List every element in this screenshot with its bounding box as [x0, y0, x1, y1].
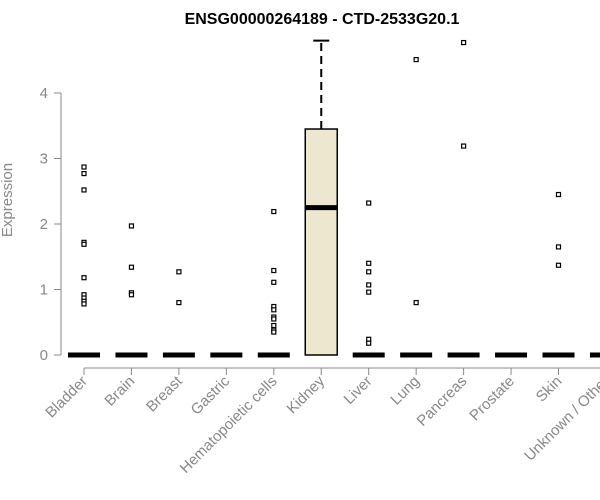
outlier-point: [461, 39, 467, 46]
x-tick-label: Prostate: [466, 373, 518, 425]
box-5: [304, 39, 338, 356]
x-tick-label: Kidney: [284, 372, 329, 417]
x-tick-label: Gastric: [188, 372, 234, 418]
x-tick-label: Brain: [101, 373, 138, 410]
y-tick-label: 2: [40, 216, 48, 233]
box-8: [447, 39, 480, 358]
outlier-point: [413, 300, 419, 306]
box-series: [68, 39, 600, 358]
y-axis: 0 1 2 3 4: [40, 85, 62, 364]
box-10: [542, 191, 575, 358]
x-tick-label: Liver: [341, 373, 376, 408]
outlier-point: [271, 329, 277, 335]
box-7: [400, 56, 433, 358]
box-iqr: [304, 128, 338, 356]
outlier-point: [366, 269, 372, 275]
outlier-point: [81, 170, 87, 177]
outlier-point: [413, 56, 419, 63]
y-tick-label: 4: [40, 85, 48, 102]
outlier-point: [81, 275, 87, 281]
outlier-point: [81, 241, 87, 247]
outlier-point: [81, 301, 87, 307]
box-2: [162, 269, 195, 358]
box-6: [352, 200, 385, 358]
box-1: [115, 223, 148, 358]
outlier-point: [81, 187, 87, 193]
box-11: [589, 352, 600, 358]
y-axis-label: Expression: [0, 163, 16, 237]
outlier-point: [81, 164, 87, 170]
x-tick-label: Bladder: [42, 373, 91, 422]
outlier-point: [128, 264, 135, 270]
outlier-point: [366, 200, 372, 206]
box-0: [68, 164, 100, 358]
x-tick-label: Pancreas: [414, 373, 471, 430]
outlier-point: [555, 262, 562, 268]
outlier-point: [271, 279, 277, 285]
x-tick-label: Breast: [143, 372, 186, 415]
outlier-point: [555, 191, 562, 198]
y-tick-label: 0: [40, 347, 48, 364]
outlier-point: [555, 244, 562, 250]
outlier-point: [271, 316, 277, 322]
outlier-point: [176, 300, 182, 306]
y-tick-label: 1: [40, 282, 48, 299]
outlier-point: [128, 223, 135, 229]
outlier-point: [366, 260, 372, 266]
x-tick-label: Skin: [533, 373, 566, 406]
outlier-point: [271, 208, 277, 215]
chart-title: ENSG00000264189 - CTD-2533G20.1: [185, 11, 460, 28]
outlier-point: [128, 292, 135, 298]
outlier-point: [461, 143, 467, 149]
outlier-point: [366, 289, 372, 295]
x-tick-label: Lung: [387, 373, 423, 409]
box-4: [257, 208, 290, 358]
outlier-point: [271, 307, 277, 313]
outlier-point: [271, 322, 277, 329]
outlier-point: [366, 340, 372, 346]
outlier-point: [366, 282, 372, 288]
y-tick-label: 3: [40, 151, 48, 168]
outlier-point: [176, 269, 182, 275]
outlier-point: [271, 267, 277, 274]
